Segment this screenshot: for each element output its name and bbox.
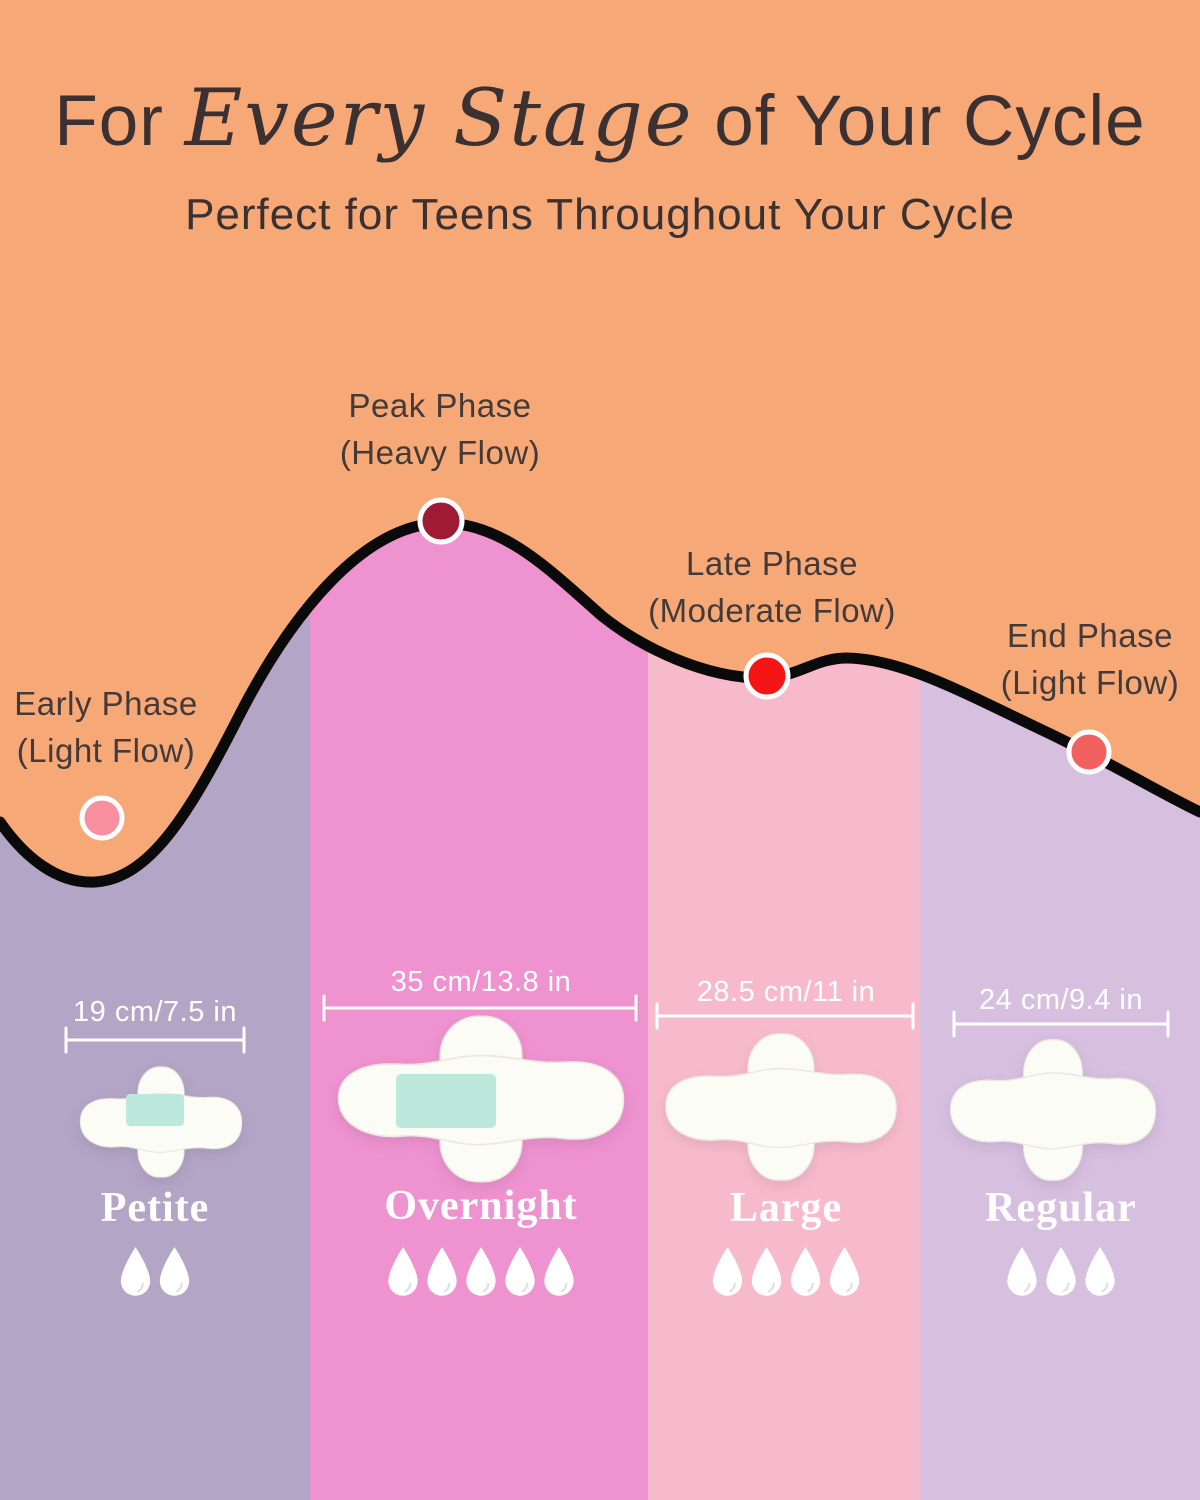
measure-line-regular <box>952 1010 1170 1038</box>
droplet-icon <box>427 1247 457 1296</box>
end-phase-label: End Phase (Light Flow) <box>1001 612 1179 706</box>
page-subtitle: Perfect for Teens Throughout Your Cycle <box>185 190 1015 239</box>
early-phase-dot <box>79 795 125 841</box>
product-name-regular: Regular <box>985 1185 1137 1231</box>
droplet-icon <box>120 1247 151 1296</box>
product-name-overnight: Overnight <box>384 1183 578 1229</box>
droplet-row-large <box>711 1245 861 1297</box>
peak-phase-label: Peak Phase (Heavy Flow) <box>340 382 540 476</box>
size-label-overnight: 35 cm/13.8 in <box>390 966 572 998</box>
phase-flow: (Heavy Flow) <box>339 434 541 471</box>
title-suffix: of Your Cycle <box>714 82 1146 161</box>
droplet-icon <box>790 1247 821 1296</box>
measure-line-overnight <box>322 994 638 1022</box>
droplet-icon <box>1085 1247 1115 1296</box>
early-phase-label: Early Phase (Light Flow) <box>14 680 197 774</box>
phase-flow: (Moderate Flow) <box>648 592 896 629</box>
phase-name: Late Phase <box>686 545 858 582</box>
cycle-curve <box>0 517 1200 888</box>
end-phase-dot <box>1066 729 1112 775</box>
droplet-icon <box>712 1247 743 1296</box>
title-script: Every Stage <box>184 72 694 164</box>
peak-phase-dot <box>417 497 465 545</box>
droplet-icon <box>1007 1247 1037 1296</box>
phase-flow: (Light Flow) <box>1000 664 1180 701</box>
droplet-icon <box>829 1247 860 1296</box>
phase-flow: (Light Flow) <box>16 732 196 769</box>
product-name-petite: Petite <box>100 1185 210 1231</box>
droplet-icon <box>388 1247 418 1296</box>
droplet-icon <box>466 1247 496 1296</box>
size-label-petite: 19 cm/7.5 in <box>73 996 237 1028</box>
page-title: For Every Stage of Your Cycle <box>0 72 1200 164</box>
pad-petite-core-patch <box>126 1094 184 1126</box>
column-overnight <box>310 523 648 1500</box>
measure-line-large <box>655 1002 915 1030</box>
phase-name: End Phase <box>1007 617 1173 654</box>
phase-name: Early Phase <box>14 685 198 722</box>
pad-overnight-core-patch <box>396 1074 496 1128</box>
size-label-regular: 24 cm/9.4 in <box>979 984 1143 1016</box>
droplet-row-regular <box>1006 1245 1117 1297</box>
phase-name: Peak Phase <box>348 387 532 424</box>
title-prefix: For <box>54 82 164 161</box>
late-phase-label: Late Phase (Moderate Flow) <box>648 540 896 634</box>
droplet-icon <box>505 1247 535 1296</box>
droplet-icon <box>1046 1247 1076 1296</box>
late-phase-dot <box>743 652 791 700</box>
droplet-row-overnight <box>387 1245 576 1297</box>
product-name-large: Large <box>729 1185 843 1231</box>
droplet-row-petite <box>119 1245 191 1297</box>
size-label-large: 28.5 cm/11 in <box>696 976 876 1008</box>
droplet-icon <box>751 1247 782 1296</box>
measure-line-petite <box>64 1026 246 1054</box>
droplet-icon <box>544 1247 574 1296</box>
droplet-icon <box>159 1247 190 1296</box>
